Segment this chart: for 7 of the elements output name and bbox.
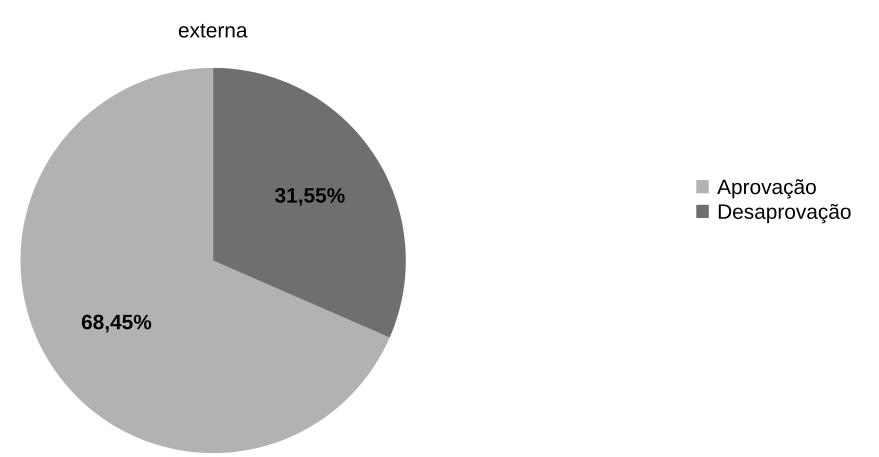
legend-label: Desaprovação bbox=[718, 204, 851, 224]
pie-slice bbox=[213, 68, 406, 338]
data-label: 31,55% bbox=[275, 188, 345, 206]
data-label: 68,45% bbox=[82, 314, 152, 332]
chart-title: externa bbox=[178, 24, 248, 38]
pie-slice bbox=[20, 68, 390, 454]
legend-label: Aprovação bbox=[717, 179, 816, 198]
